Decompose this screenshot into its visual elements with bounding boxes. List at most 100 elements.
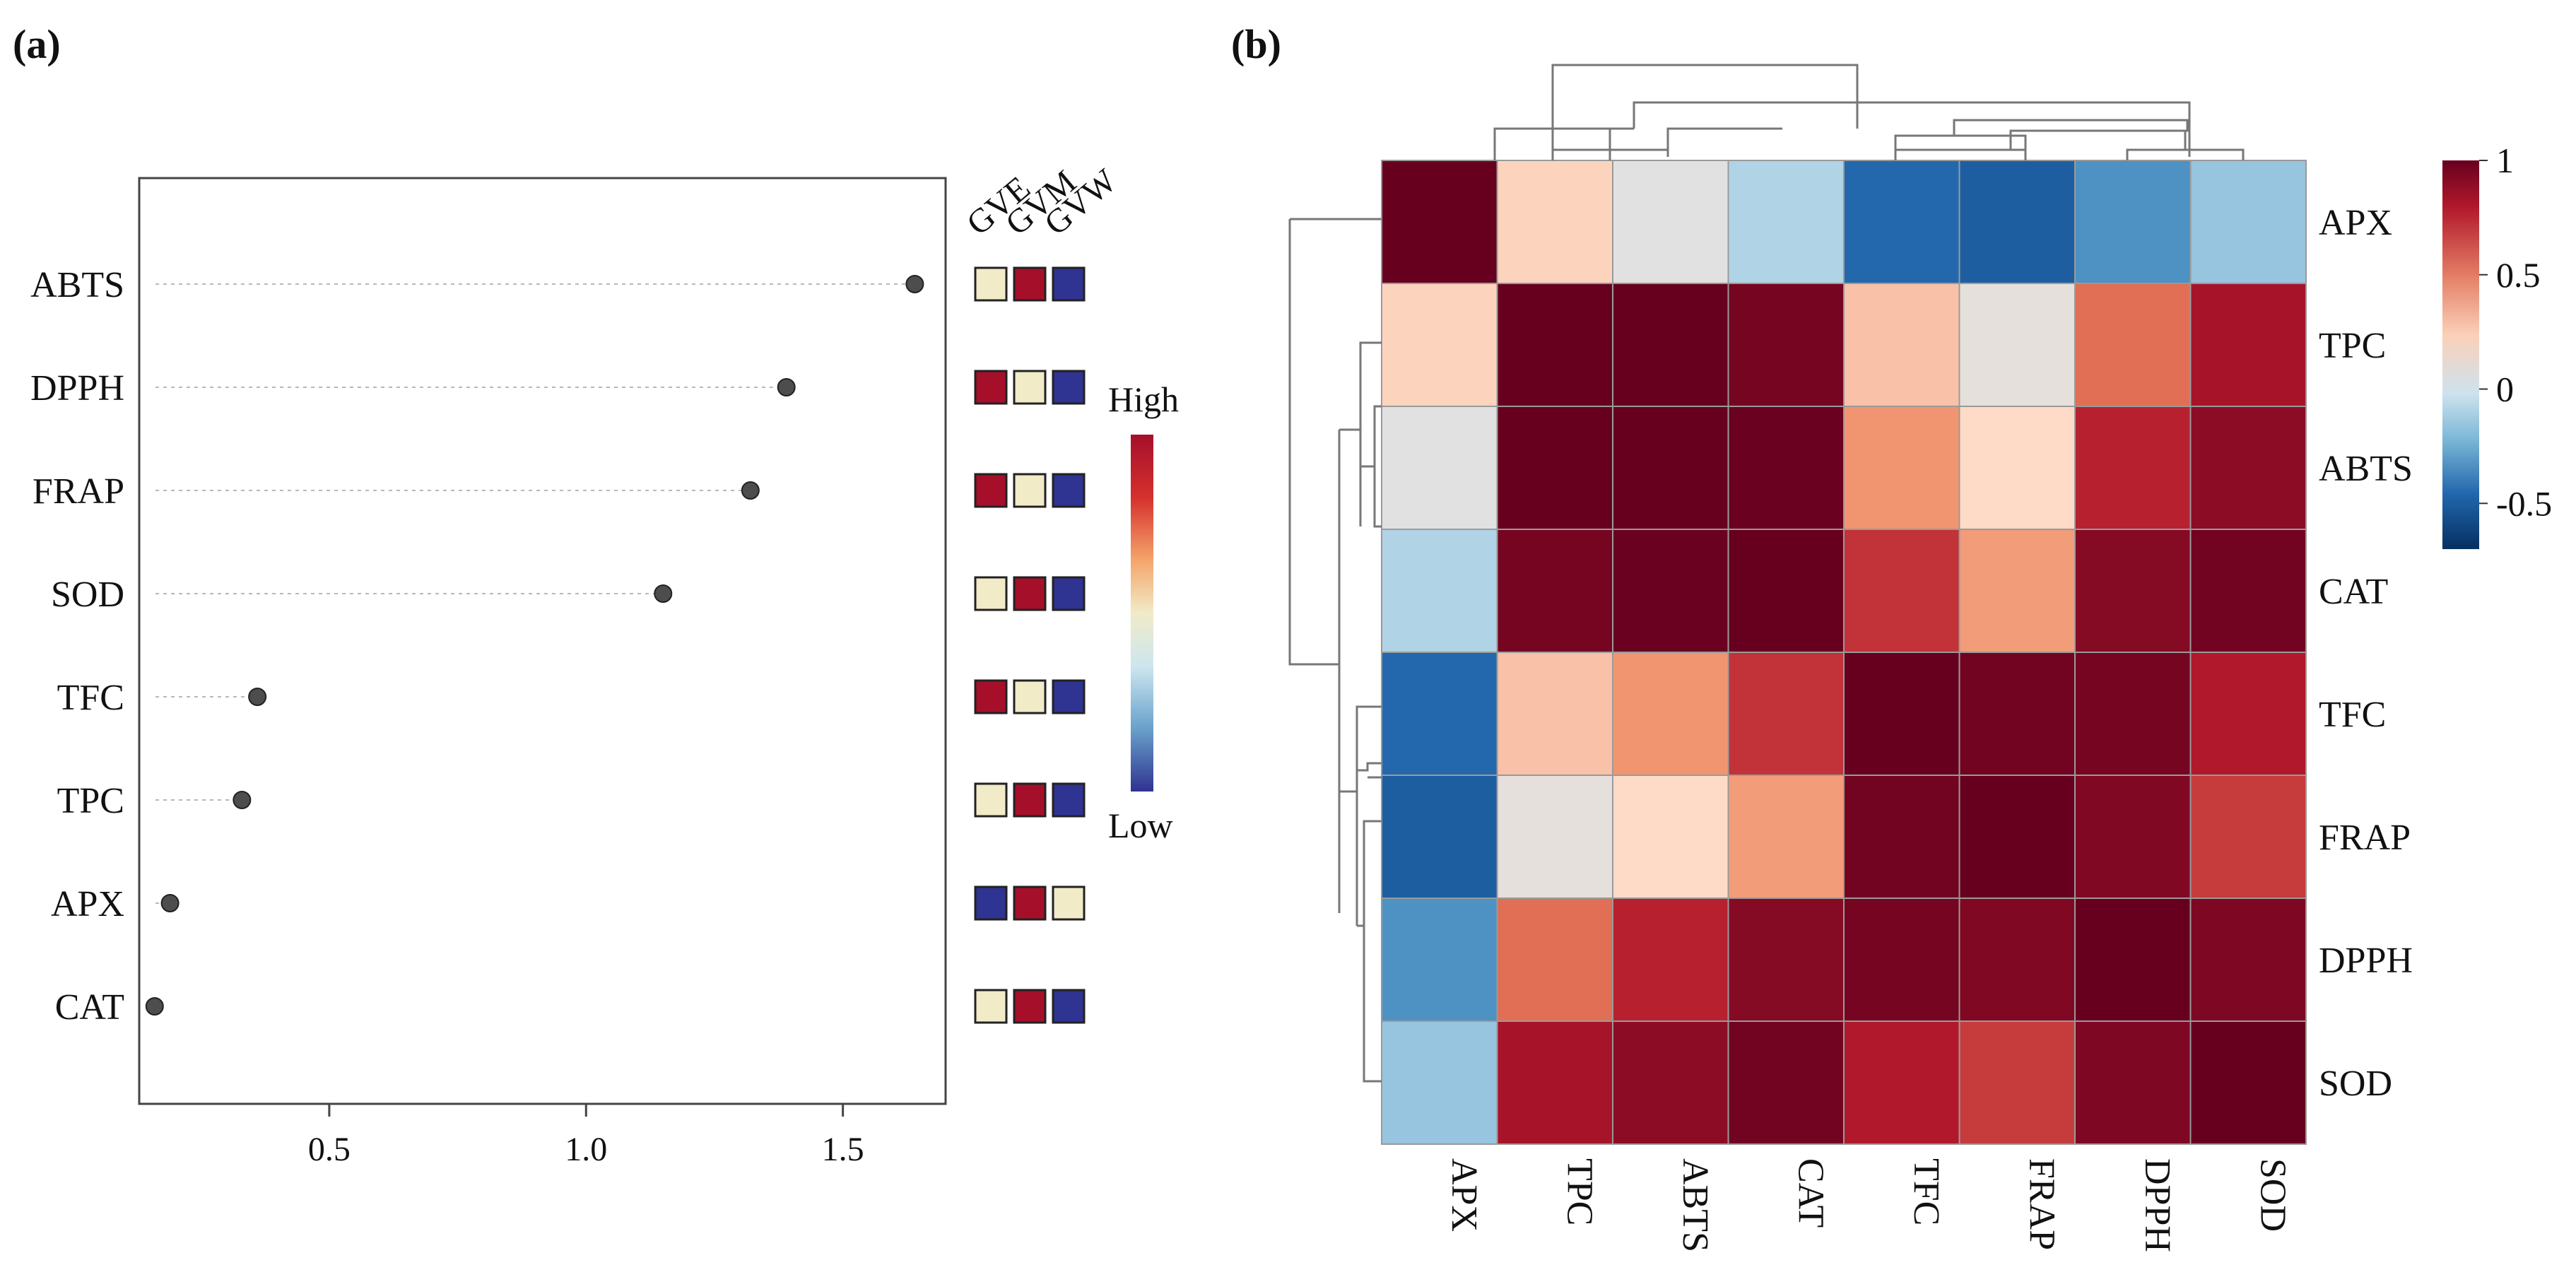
heatmap-cell bbox=[1843, 1020, 1960, 1145]
group-level-square bbox=[974, 370, 1008, 405]
colorbar-tick-label: 1 bbox=[2496, 141, 2514, 180]
heatmap-cell bbox=[2189, 406, 2307, 530]
colorbar: 1 0.5 0 -0.5 bbox=[2442, 141, 2552, 549]
group-level-square bbox=[1052, 266, 1086, 302]
heatmap-cell bbox=[1727, 406, 1845, 530]
heatmap-cell bbox=[1496, 898, 1613, 1022]
heatmap-cells bbox=[1381, 160, 2307, 1145]
column-label: ABTS bbox=[1675, 1158, 1715, 1252]
x-tick-label: 1.5 bbox=[822, 1131, 864, 1168]
heatmap-cell bbox=[1381, 283, 1498, 407]
panel-b-label: (b) bbox=[1231, 21, 1281, 67]
panel-b: (b) APX TPC ABTS CAT TFC FRAP DPPH SOD APX TPC AB… bbox=[1231, 21, 2552, 1252]
panel-a-label: (a) bbox=[13, 21, 61, 67]
group-level-square bbox=[974, 989, 1008, 1024]
row-label: ABTS bbox=[2319, 449, 2413, 489]
heatmap-cell bbox=[1612, 652, 1729, 776]
y-tick-label: TPC bbox=[57, 781, 124, 821]
group-level-square bbox=[1013, 576, 1047, 611]
heatmap-cell bbox=[1496, 1020, 1613, 1145]
group-level-square bbox=[1013, 370, 1047, 405]
group-level-square bbox=[974, 885, 1008, 921]
heatmap-cell bbox=[2189, 160, 2307, 284]
y-tick-label: APX bbox=[51, 884, 124, 924]
y-tick-label: DPPH bbox=[30, 368, 124, 408]
y-tick-label: ABTS bbox=[30, 265, 124, 305]
group-level-square bbox=[974, 782, 1008, 818]
y-axis-labels: ABTS DPPH FRAP SOD TFC TPC APX CAT bbox=[30, 265, 124, 1028]
heatmap-cell bbox=[1381, 529, 1498, 653]
heatmap-cell bbox=[1727, 529, 1845, 653]
data-points bbox=[145, 275, 924, 1016]
y-tick-label: TFC bbox=[57, 678, 124, 718]
x-axis: 0.5 1.0 1.5 bbox=[308, 1104, 864, 1168]
heatmap-cell bbox=[1843, 652, 1960, 776]
legend-low-label: Low bbox=[1108, 806, 1173, 845]
heatmap-cell bbox=[1843, 775, 1960, 899]
group-level-square bbox=[1013, 989, 1047, 1024]
group-level-square bbox=[1013, 885, 1047, 921]
heatmap-cell bbox=[1958, 898, 2076, 1022]
heatmap-cell bbox=[2189, 898, 2307, 1022]
column-label: DPPH bbox=[2137, 1158, 2177, 1252]
plot-frame bbox=[138, 177, 947, 1105]
heatmap-cell bbox=[1843, 529, 1960, 653]
heatmap-cell bbox=[1496, 652, 1613, 776]
colorbar-tick-label: -0.5 bbox=[2496, 483, 2552, 523]
data-point bbox=[654, 584, 673, 603]
data-point bbox=[777, 378, 796, 396]
data-point bbox=[741, 481, 760, 500]
group-level-square bbox=[1052, 473, 1086, 508]
heatmap-cell bbox=[2074, 652, 2192, 776]
row-label: FRAP bbox=[2319, 818, 2411, 858]
colorbar-tick-label: 0 bbox=[2496, 370, 2514, 409]
heatmap-cell bbox=[1727, 1020, 1845, 1145]
heatmap-cell bbox=[1381, 406, 1498, 530]
y-tick-label: SOD bbox=[51, 575, 124, 615]
legend-gradient-bar bbox=[1131, 435, 1153, 791]
heatmap-cell bbox=[1496, 529, 1613, 653]
group-level-square bbox=[1052, 885, 1086, 921]
legend-high-label: High bbox=[1108, 379, 1179, 419]
heatmap-cell bbox=[1843, 898, 1960, 1022]
group-level-square bbox=[1052, 679, 1086, 714]
colorbar-tick-label: 0.5 bbox=[2496, 255, 2541, 295]
heatmap-cell bbox=[1843, 283, 1960, 407]
y-tick-label: FRAP bbox=[33, 471, 124, 512]
y-tick-label: CAT bbox=[55, 987, 124, 1028]
group-level-square bbox=[1013, 782, 1047, 818]
row-dendrogram bbox=[1288, 218, 1382, 1083]
heatmap-cell bbox=[1612, 160, 1729, 284]
heatmap-cell bbox=[1612, 406, 1729, 530]
heatmap-cell bbox=[2074, 775, 2192, 899]
heatmap-cell bbox=[1612, 775, 1729, 899]
column-label: FRAP bbox=[2021, 1158, 2062, 1250]
heatmap-cell bbox=[1727, 160, 1845, 284]
row-label: CAT bbox=[2319, 572, 2388, 612]
row-label: DPPH bbox=[2319, 941, 2413, 981]
heatmap-cell bbox=[1843, 406, 1960, 530]
heatmap-cell bbox=[1612, 283, 1729, 407]
column-labels: APX TPC ABTS CAT TFC FRAP DPPH SOD bbox=[1444, 1158, 2293, 1252]
heatmap-cell bbox=[1958, 1020, 2076, 1145]
heatmap-cell bbox=[1612, 898, 1729, 1022]
heatmap-cell bbox=[1843, 160, 1960, 284]
group-level-square bbox=[1052, 370, 1086, 405]
data-point bbox=[160, 894, 180, 912]
group-level-square bbox=[1013, 473, 1047, 508]
heatmap-cell bbox=[1958, 529, 2076, 653]
heatmap-cell bbox=[2189, 1020, 2307, 1145]
heatmap-cell bbox=[1727, 283, 1845, 407]
data-point bbox=[248, 688, 267, 706]
group-level-square bbox=[974, 679, 1008, 714]
group-level-square bbox=[1052, 782, 1086, 818]
row-label: TPC bbox=[2319, 326, 2386, 366]
heatmap-cell bbox=[2074, 406, 2192, 530]
column-label: SOD bbox=[2252, 1158, 2293, 1232]
data-point bbox=[145, 997, 164, 1016]
heatmap-cell bbox=[1958, 406, 2076, 530]
heatmap-cell bbox=[2074, 529, 2192, 653]
heatmap-cell bbox=[1727, 898, 1845, 1022]
colorbar-gradient bbox=[2442, 160, 2479, 549]
